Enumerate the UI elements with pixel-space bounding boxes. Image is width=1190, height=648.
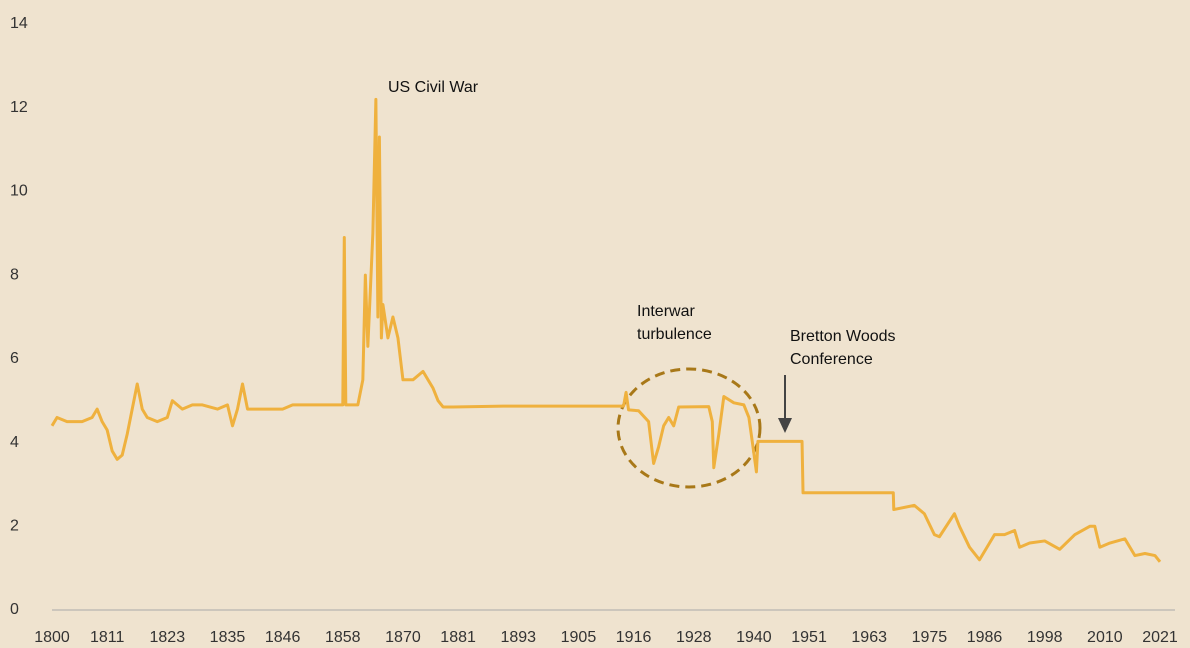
x-tick-label: 1905 (561, 629, 597, 646)
x-tick-label: 1986 (967, 629, 1003, 646)
x-tick-label: 1940 (736, 629, 772, 646)
annotation: Bretton Woods (790, 328, 896, 345)
y-tick-label: 6 (10, 350, 19, 367)
line-series (50, 97, 1162, 563)
x-tick-label: 1893 (500, 629, 536, 646)
x-tick-label: 1881 (440, 629, 476, 646)
highlight-ellipse (616, 367, 762, 489)
x-tick-label: 1916 (616, 629, 652, 646)
x-tick-label: 2021 (1142, 629, 1178, 646)
x-tick-label: 1823 (150, 629, 186, 646)
y-tick-label: 4 (10, 434, 19, 451)
x-tick-label: 2010 (1087, 629, 1123, 646)
annotation: Conference (790, 351, 873, 368)
y-tick-label: 10 (10, 183, 28, 200)
x-tick-label: 1800 (34, 629, 70, 646)
x-tick-label: 1870 (385, 629, 421, 646)
arrow-head (778, 418, 792, 433)
x-tick-label: 1975 (912, 629, 948, 646)
x-tick-label: 1835 (210, 629, 246, 646)
x-tick-label: 1963 (851, 629, 887, 646)
x-tick-label: 1951 (791, 629, 827, 646)
y-tick-label: 2 (10, 518, 19, 535)
x-tick-label: 1846 (265, 629, 301, 646)
y-tick-label: 8 (10, 266, 19, 283)
y-tick-label: 14 (10, 15, 28, 32)
annotation: turbulence (637, 326, 712, 343)
x-tick-label: 1928 (676, 629, 712, 646)
annotation: Interwar (637, 303, 695, 320)
x-tick-label: 1858 (325, 629, 361, 646)
y-tick-label: 0 (10, 601, 19, 618)
y-tick-label: 12 (10, 99, 28, 116)
x-tick-label: 1998 (1027, 629, 1063, 646)
annotation: US Civil War (388, 79, 479, 96)
x-tick-label: 1811 (90, 629, 125, 646)
